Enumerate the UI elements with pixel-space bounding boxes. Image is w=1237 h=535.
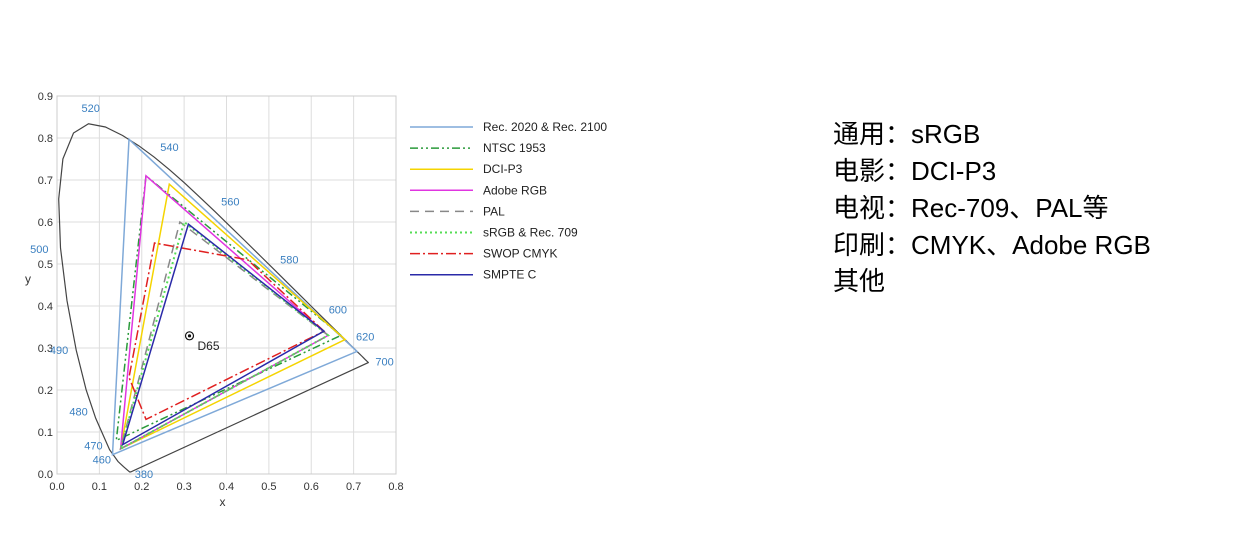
gamut-rec-2020-rec-2100 [111,137,359,456]
wavelength-label: 560 [221,197,239,209]
y-tick-label: 0.0 [38,469,53,481]
legend-label: PAL [483,204,505,218]
usage-separator: ： [885,231,912,261]
y-tick-label: 0.3 [38,343,53,355]
legend-label: NTSC 1953 [483,141,546,155]
wavelength-label: 500 [30,244,48,256]
wavelength-label: 700 [375,357,393,369]
usage-separator: ： [885,157,912,187]
y-tick-label: 0.6 [38,217,53,229]
x-axis-label: x [220,495,226,509]
x-tick-label: 0.3 [176,481,191,493]
wavelength-label: 540 [160,142,178,154]
usage-category: 印刷 [833,231,886,261]
axes: 0.0 0.1 0.2 0.3 0.4 0.5 0.6 0.7 0.8 0.0 0.1 0.2 0.3 0… [25,91,404,509]
grid [56,95,397,475]
usage-row: 印刷：CMYK、Adobe RGB [833,227,1151,264]
wavelength-label: 490 [50,345,68,357]
x-tick-label: 0.6 [304,481,319,493]
y-tick-label: 0.5 [38,259,53,271]
wavelength-labels: 380 460 470 480 490 500 520 540 560 580 600 620 700 [30,103,394,481]
y-tick-label: 0.2 [38,385,53,397]
y-tick-label: 0.9 [38,91,53,103]
legend-label: Adobe RGB [483,183,547,197]
legend-label: SMPTE C [483,268,537,282]
x-tick-label: 0.2 [134,481,149,493]
cie-chromaticity-chart: 0.0 0.1 0.2 0.3 0.4 0.5 0.6 0.7 0.8 0.0 0.1 0.2 0.3 0… [25,91,607,509]
legend: Rec. 2020 & Rec. 2100 NTSC 1953 DCI-P3 Adob… [410,120,607,282]
usage-category: 电视 [833,194,886,224]
plot-frame [56,95,397,475]
wavelength-label: 580 [280,255,298,267]
white-point-dot [187,334,192,338]
legend-label: SWOP CMYK [483,247,557,261]
legend-label: sRGB & Rec. 709 [483,226,578,240]
gamut-srgb-rec-709 [118,220,331,451]
usage-row: 通用：sRGB [833,116,1151,153]
spectral-locus-layer [58,123,369,473]
usage-row: 电影：DCI-P3 [833,153,1151,190]
gamut-pal [119,220,330,451]
x-tick-label: 0.1 [92,481,107,493]
usage-notes: 通用：sRGB 电影：DCI-P3 电视：Rec-709、PAL等 印刷：CMYK、A… [833,116,1151,300]
white-point-label: D65 [198,339,220,353]
usage-row: 电视：Rec-709、PAL等 [833,190,1151,227]
wavelength-label: 470 [84,441,102,453]
legend-label: Rec. 2020 & Rec. 2100 [483,120,607,134]
annotations: D65 [184,331,220,353]
gamut-ntsc-1953 [115,174,343,442]
x-tick-label: 0.7 [346,481,361,493]
usage-category: 通用 [833,120,886,150]
x-tick-label: 0.5 [261,481,276,493]
gamut-swop-cmyk [128,242,326,421]
wavelength-label: 620 [356,332,374,344]
y-tick-label: 0.8 [38,133,53,145]
x-tick-label: 0.8 [388,481,403,493]
wavelength-label: 380 [135,469,153,481]
usage-separator: ： [885,194,912,224]
wavelength-label: 460 [93,455,111,467]
usage-value: Rec-709、PAL等 [911,193,1109,223]
series-layer [111,137,359,456]
usage-value: DCI-P3 [911,156,997,186]
y-axis-label: y [25,272,31,286]
usage-category: 电影 [833,157,886,187]
usage-category: 其他 [833,267,886,297]
usage-value: sRGB [911,119,981,149]
wavelength-label: 480 [69,406,87,418]
gamut-adobe-rgb [119,174,330,451]
usage-separator: ： [885,120,912,150]
usage-value: CMYK、Adobe RGB [911,230,1151,260]
x-tick-label: 0.0 [49,481,64,493]
gamut-dci-p3 [119,182,347,451]
usage-row: 其他 [833,264,1151,300]
gamut-smpte-c [121,222,326,447]
wavelength-label: 520 [81,103,99,115]
x-tick-label: 0.4 [219,481,234,493]
legend-label: DCI-P3 [483,162,523,176]
wavelength-label: 600 [329,305,347,317]
y-tick-label: 0.1 [38,427,53,439]
spectral-locus [58,123,369,473]
y-tick-label: 0.4 [38,301,53,313]
y-tick-label: 0.7 [38,175,53,187]
